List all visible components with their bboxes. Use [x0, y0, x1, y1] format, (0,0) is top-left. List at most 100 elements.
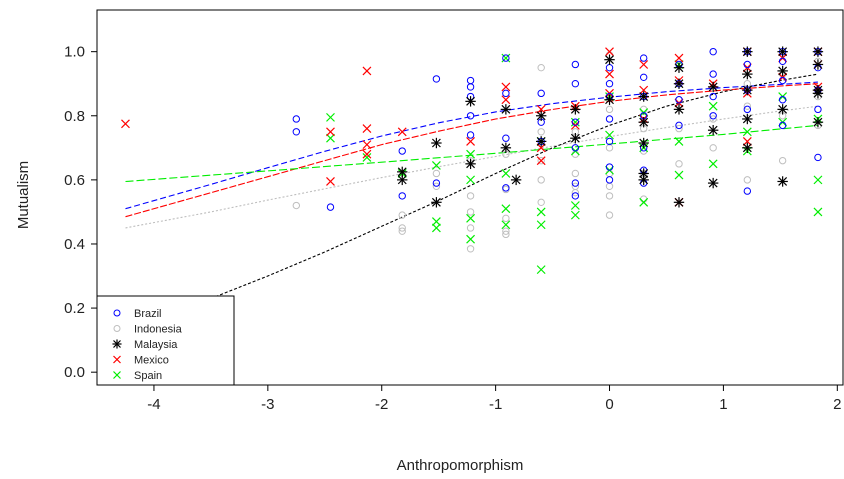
data-point: [398, 211, 406, 219]
legend-label-spain: Spain: [134, 370, 162, 382]
data-point: [812, 88, 824, 99]
legend: Brazil Indonesia Malaysia Mexico Spain: [96, 295, 235, 386]
data-point: [502, 134, 510, 142]
data-point: [502, 184, 510, 192]
x-tick-label: 2: [833, 396, 841, 413]
data-point: [605, 130, 614, 140]
data-point: [638, 91, 649, 102]
data-point: [639, 85, 649, 95]
data-point: [743, 102, 752, 110]
data-point: [814, 153, 822, 162]
data-point: [431, 197, 442, 208]
data-point: [605, 137, 614, 146]
data-point: [537, 156, 545, 165]
data-point: [326, 127, 335, 137]
data-point: [537, 176, 545, 184]
data-point: [397, 174, 408, 186]
y-tick-label: 1.0: [64, 44, 85, 61]
data-point: [466, 234, 475, 244]
data-point: [814, 105, 822, 114]
data-point: [536, 207, 546, 217]
x-tick-label: -3: [261, 396, 274, 413]
data-point: [743, 187, 752, 195]
data-point: [571, 169, 580, 178]
data-point: [675, 121, 683, 130]
data-point: [535, 110, 547, 121]
data-point: [778, 121, 787, 130]
data-point: [639, 73, 648, 82]
data-point: [570, 117, 580, 127]
data-point: [465, 96, 476, 107]
data-point: [605, 163, 614, 171]
data-point: [605, 182, 614, 190]
data-point: [743, 105, 752, 114]
data-point: [708, 159, 718, 169]
data-point: [674, 170, 684, 180]
plot-frame: [96, 9, 844, 386]
data-point: [605, 105, 614, 114]
data-point: [673, 78, 685, 89]
data-point: [500, 142, 512, 154]
data-point: [501, 53, 511, 63]
data-point: [536, 143, 546, 153]
data-point: [501, 169, 511, 178]
data-point: [675, 160, 683, 168]
trend-line-mexico: [125, 83, 818, 218]
data-point: [292, 115, 301, 123]
data-point: [605, 115, 614, 123]
data-point: [777, 46, 788, 57]
y-tick-label: 0.2: [64, 300, 85, 317]
legend-label-indonesia: Indonesia: [134, 324, 183, 336]
data-point: [673, 104, 685, 115]
y-tick-label: 0.6: [64, 172, 85, 189]
data-point: [432, 179, 441, 187]
data-point: [605, 192, 614, 200]
y-axis: 0.0 0.2 0.4 0.6 0.8 1.0: [64, 44, 97, 381]
data-point: [709, 115, 717, 123]
data-point: [502, 227, 510, 235]
data-point: [605, 169, 614, 178]
data-point: [466, 175, 475, 185]
x-axis: -4 -3 -2 -1 0 1 2: [147, 385, 841, 413]
data-point: [510, 174, 522, 186]
data-point: [466, 131, 475, 139]
data-point: [362, 66, 372, 76]
trend-line-brazil: [125, 81, 818, 210]
y-axis-title: Mutualism: [15, 161, 32, 229]
series-points-indonesia: [292, 51, 822, 253]
data-point: [812, 46, 824, 57]
data-point: [639, 54, 648, 62]
x-tick-label: -1: [489, 396, 502, 413]
data-point: [570, 104, 581, 115]
data-point: [536, 156, 546, 166]
data-point: [432, 182, 441, 190]
data-point: [570, 133, 581, 144]
data-point: [675, 96, 683, 104]
data-point: [605, 80, 614, 88]
data-point: [674, 136, 684, 146]
data-point: [121, 119, 130, 129]
data-point: [466, 112, 475, 120]
data-point: [605, 63, 614, 72]
legend-label-mexico: Mexico: [134, 355, 169, 367]
data-point: [639, 195, 648, 203]
data-point: [362, 153, 372, 162]
data-point: [502, 89, 510, 98]
data-point: [778, 76, 787, 85]
data-point: [113, 371, 121, 379]
data-point: [502, 54, 510, 62]
data-point: [466, 224, 475, 232]
data-point: [571, 179, 580, 187]
data-point: [362, 149, 372, 159]
data-point: [812, 116, 824, 128]
data-point: [292, 128, 301, 136]
legend-label-brazil: Brazil: [134, 308, 162, 320]
data-point: [742, 113, 753, 125]
data-point: [398, 224, 406, 232]
series-points-brazil: [292, 47, 822, 211]
data-point: [537, 198, 545, 207]
data-point: [638, 174, 649, 186]
data-point: [604, 54, 615, 65]
data-point: [398, 192, 406, 200]
